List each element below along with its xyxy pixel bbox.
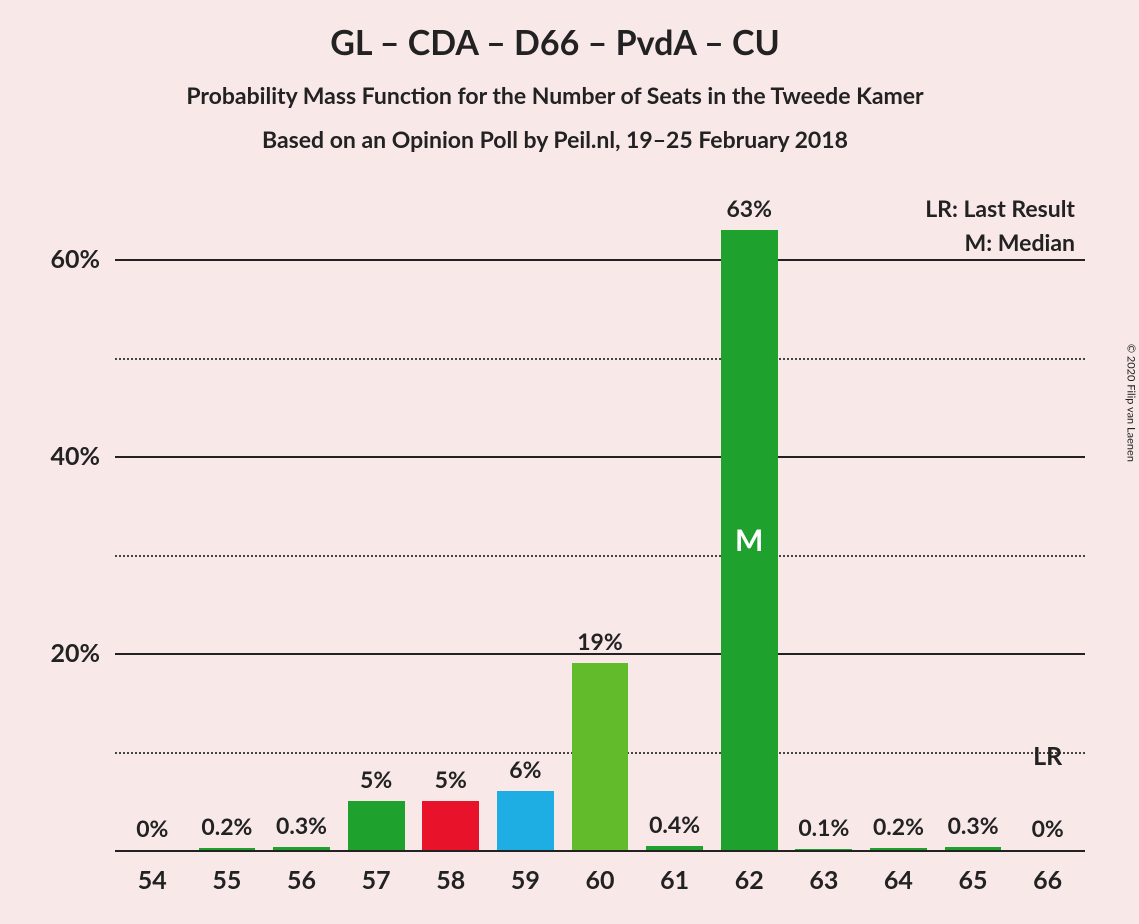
- last-result-marker: LR: [1033, 741, 1062, 771]
- bar-value-label: 0.2%: [201, 812, 252, 840]
- bar-slot: 19%60: [563, 210, 638, 850]
- bar: [348, 801, 405, 850]
- bar-slot: 6%59: [488, 210, 563, 850]
- bar: [572, 663, 629, 850]
- x-axis-label: 54: [138, 865, 167, 895]
- x-axis-label: 56: [287, 865, 316, 895]
- y-axis-label: 60%: [51, 244, 101, 274]
- x-axis-label: 55: [212, 865, 241, 895]
- bar-slot: 0%54: [115, 210, 190, 850]
- bar-value-label: 6%: [509, 755, 541, 783]
- x-axis-label: 60: [585, 865, 614, 895]
- bar-slot: 0.3%65: [936, 210, 1011, 850]
- bar-value-label: 0.2%: [873, 812, 924, 840]
- bar-slot: 0.1%63: [787, 210, 862, 850]
- bar: [422, 801, 479, 850]
- bar-slot: 0.2%55: [190, 210, 265, 850]
- bar: M: [721, 230, 778, 850]
- y-axis-label: 40%: [51, 441, 101, 471]
- bar-value-label: 0.3%: [276, 811, 327, 839]
- median-marker: M: [735, 522, 763, 558]
- x-axis-label: 63: [809, 865, 838, 895]
- legend-lr: LR: Last Result: [925, 194, 1075, 222]
- chart-title: GL – CDA – D66 – PvdA – CU: [0, 22, 1110, 63]
- x-axis-label: 57: [362, 865, 391, 895]
- x-axis-label: 62: [735, 865, 764, 895]
- bar: [497, 791, 554, 850]
- bar-value-label: 0.4%: [649, 810, 700, 838]
- bar-slot: 0.2%64: [861, 210, 936, 850]
- bar-value-label: 0.1%: [798, 813, 849, 841]
- bar-slot: M63%62: [712, 210, 787, 850]
- bar-value-label: 5%: [435, 765, 467, 793]
- bar-value-label: 5%: [360, 765, 392, 793]
- legend-m: M: Median: [965, 228, 1075, 256]
- bar-slot: 0.4%61: [637, 210, 712, 850]
- bar-value-label: 0%: [136, 814, 168, 842]
- bar-value-label: 63%: [726, 194, 772, 222]
- gridline-major: [115, 850, 1085, 852]
- bar-slot: 0.3%56: [264, 210, 339, 850]
- chart-subtitle-2: Based on an Opinion Poll by Peil.nl, 19–…: [0, 125, 1110, 153]
- chart-subtitle-1: Probability Mass Function for the Number…: [0, 81, 1110, 109]
- bar: [870, 848, 927, 850]
- copyright-text: © 2020 Filip van Laenen: [1125, 344, 1138, 462]
- y-axis-label: 20%: [51, 638, 101, 668]
- plot-area: 20%40%60%0%540.2%550.3%565%575%586%5919%…: [115, 210, 1085, 850]
- bar: [646, 846, 703, 850]
- bar: [199, 848, 256, 850]
- bar: [795, 849, 852, 850]
- bar: [945, 847, 1002, 850]
- bar-slot: 5%57: [339, 210, 414, 850]
- bar-value-label: 0.3%: [948, 811, 999, 839]
- x-axis-label: 58: [436, 865, 465, 895]
- bar: [273, 847, 330, 850]
- bar-value-label: 0%: [1032, 814, 1064, 842]
- x-axis-label: 66: [1033, 865, 1062, 895]
- bar-value-label: 19%: [577, 627, 623, 655]
- chart-container: GL – CDA – D66 – PvdA – CU Probability M…: [0, 0, 1110, 924]
- x-axis-label: 59: [511, 865, 540, 895]
- x-axis-label: 65: [959, 865, 988, 895]
- x-axis-label: 64: [884, 865, 913, 895]
- bar-slot: 5%58: [413, 210, 488, 850]
- x-axis-label: 61: [660, 865, 689, 895]
